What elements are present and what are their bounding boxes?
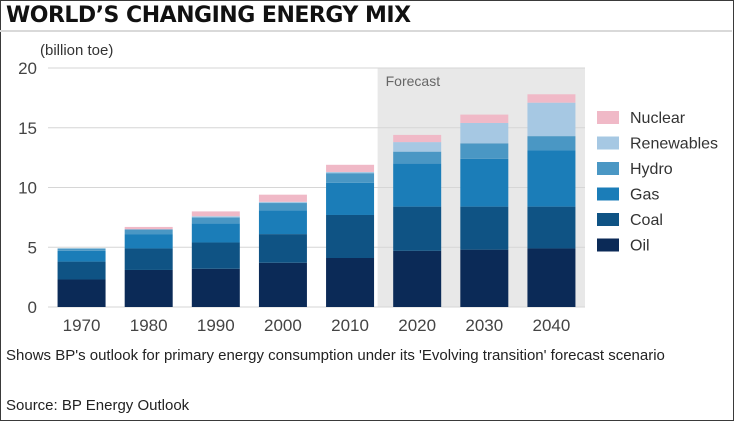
bar-segment-gas-2030: [460, 158, 509, 207]
bar-segment-coal-2020: [393, 206, 442, 251]
legend-label-nuclear: Nuclear: [630, 110, 686, 127]
legend-swatch-hydro: [597, 162, 619, 175]
legend-swatch-nuclear: [597, 111, 619, 124]
chart-title: WORLD’S CHANGING ENERGY MIX: [6, 3, 411, 28]
bar-segment-renewables-2010: [326, 171, 375, 174]
legend-swatch-gas: [597, 187, 619, 201]
legend-label-hydro: Hydro: [630, 161, 673, 178]
chart-source: Source: BP Energy Outlook: [6, 397, 190, 414]
bar-segment-coal-2000: [258, 234, 307, 263]
bar-segment-gas-2000: [258, 210, 307, 235]
bars: [57, 94, 576, 307]
bar-segment-renewables-2000: [258, 201, 307, 204]
bar-segment-hydro-2030: [460, 143, 509, 159]
legend-label-oil: Oil: [630, 238, 650, 255]
legend-label-coal: Coal: [630, 212, 663, 229]
legend-label-renewables: Renewables: [630, 136, 718, 153]
y-tick-label: 5: [28, 238, 37, 257]
x-tick-label: 2030: [465, 316, 503, 335]
bar-segment-coal-2040: [527, 206, 576, 249]
bar-segment-nuclear-2020: [393, 134, 442, 143]
bar-segment-oil-2000: [258, 262, 307, 307]
x-tick-label: 1980: [130, 316, 168, 335]
bar-segment-oil-1970: [57, 279, 106, 307]
y-tick-labels: 0 5 10 15 20: [18, 59, 37, 317]
bar-segment-oil-2010: [326, 258, 375, 307]
bar-segment-oil-1990: [191, 268, 240, 307]
bar-segment-coal-1990: [191, 242, 240, 269]
y-tick-label: 10: [18, 179, 37, 198]
bar-segment-oil-2040: [527, 248, 576, 307]
bar-segment-nuclear-2040: [527, 94, 576, 103]
bar-segment-nuclear-2000: [258, 194, 307, 202]
bar-segment-oil-1980: [124, 269, 173, 307]
legend-label-gas: Gas: [630, 187, 659, 204]
y-tick-label: 15: [18, 119, 37, 138]
x-tick-label: 2040: [533, 316, 571, 335]
bar-segment-coal-2030: [460, 206, 509, 250]
bar-segment-gas-1990: [191, 223, 240, 243]
legend-swatch-coal: [597, 213, 619, 226]
bar-segment-oil-2020: [393, 250, 442, 307]
bar-segment-nuclear-2010: [326, 164, 375, 172]
bar-segment-gas-2040: [527, 150, 576, 207]
chart-note: Shows BP's outlook for primary energy co…: [6, 347, 665, 364]
bar-segment-hydro-2010: [326, 173, 375, 183]
forecast-label: Forecast: [386, 73, 441, 89]
bar-segment-hydro-2000: [258, 203, 307, 211]
bar-segment-coal-1980: [124, 248, 173, 270]
y-tick-label: 0: [28, 298, 37, 317]
bar-segment-hydro-1980: [124, 229, 173, 235]
bar-segment-nuclear-1990: [191, 211, 240, 217]
x-tick-label: 1970: [63, 316, 101, 335]
bar-segment-gas-1980: [124, 234, 173, 249]
x-tick-label: 2000: [264, 316, 302, 335]
bar-segment-renewables-2020: [393, 142, 442, 152]
x-tick-label: 2010: [331, 316, 369, 335]
bar-segment-coal-2010: [326, 214, 375, 259]
bar-segment-coal-1970: [57, 261, 106, 280]
bar-segment-renewables-1990: [191, 216, 240, 218]
bar-segment-hydro-1970: [57, 248, 106, 251]
bar-segment-hydro-1990: [191, 217, 240, 224]
bar-segment-hydro-2040: [527, 136, 576, 151]
bar-segment-oil-2030: [460, 249, 509, 307]
bar-segment-nuclear-2030: [460, 114, 509, 123]
bar-segment-renewables-2040: [527, 102, 576, 137]
bar-segment-hydro-2020: [393, 151, 442, 164]
title-divider: [0, 30, 732, 32]
x-tick-labels: 1970 1980 1990 2000 2010 2020 2030 2040: [63, 316, 571, 335]
bar-segment-gas-2020: [393, 163, 442, 207]
legend-swatch-oil: [597, 238, 619, 252]
y-tick-label: 20: [18, 59, 37, 78]
bar-segment-gas-2010: [326, 182, 375, 215]
x-tick-label: 2020: [398, 316, 436, 335]
bar-segment-nuclear-1980: [124, 226, 173, 230]
stacked-bar-chart: Forecast 0 5 10 15 20 1970 1980 1990 2000 2010 20…: [18, 42, 718, 335]
y-axis-label: (billion toe): [40, 42, 113, 59]
legend: Nuclear Renewables Hydro Gas Coal Oil: [597, 110, 718, 255]
legend-swatch-renewables: [597, 136, 619, 150]
bar-segment-renewables-2030: [460, 122, 509, 144]
x-tick-label: 1990: [197, 316, 235, 335]
bar-segment-gas-1970: [57, 250, 106, 262]
